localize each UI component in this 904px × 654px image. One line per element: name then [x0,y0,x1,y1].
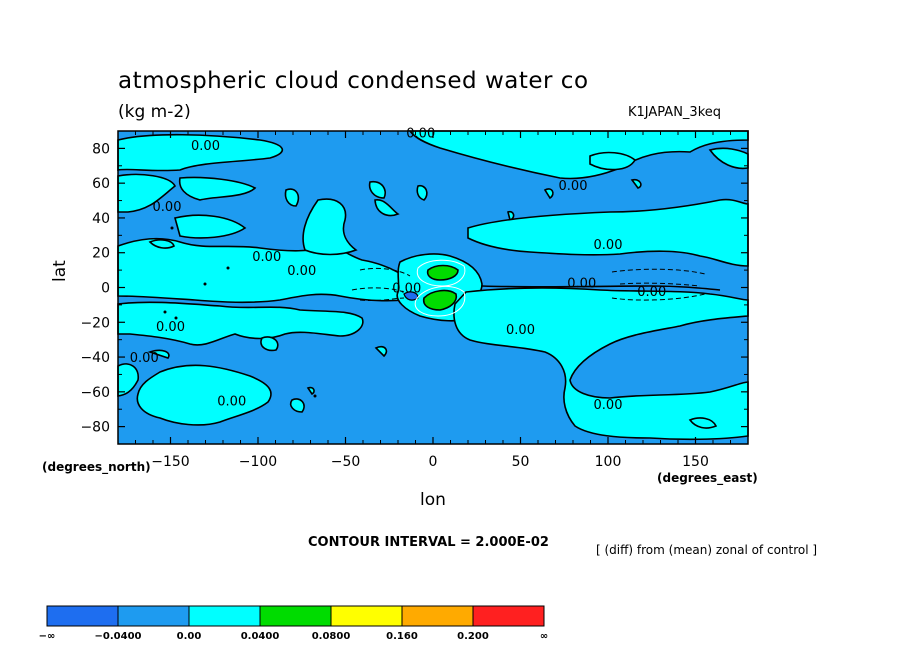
contour-label: 0.00 [406,127,435,142]
x-tick-label: 150 [682,454,709,470]
contour-label: 0.00 [252,250,281,265]
colorbar-swatch [259,605,332,627]
y-tick-label: −80 [80,420,110,436]
contour-interval: CONTOUR INTERVAL = 2.000E-02 [308,535,549,550]
difference-note: [ (diff) from (mean) zonal of control ] [596,543,818,557]
colorbar-label: 0.00 [177,631,202,642]
x-tick-label: 50 [512,454,530,470]
colorbar-label: 0.0400 [241,631,280,642]
colorbar-label: 0.160 [386,631,418,642]
negative-contours [351,267,706,302]
colorbar-swatch [472,605,545,627]
x-axis-label: lon [420,490,446,510]
run-label: K1JAPAN_3keq [628,105,722,120]
x-axis-units: (degrees_east) [657,471,758,485]
y-tick-label: −20 [80,315,110,331]
colorbar-label: 0.200 [457,631,489,642]
y-axis-label: lat [50,260,70,282]
x-axis: −150 −100 −50 0 50 100 150 [135,131,731,470]
y-axis-units: (degrees_north) [42,460,151,474]
green-regions [422,264,459,311]
colorbar-swatch [330,605,403,627]
contour-label: 0.00 [506,323,535,338]
x-tick-label: 100 [595,454,622,470]
y-tick-label: 0 [101,281,110,297]
scatter-blobs [163,226,317,398]
contour-label: 0.00 [191,139,220,154]
colorbar-swatch [188,605,261,627]
contour-label: 0.00 [567,276,596,291]
colorbar-label: ∞ [540,631,548,642]
x-tick-label: −50 [331,454,361,470]
equatorial-contour [481,285,721,291]
contour-label: 0.00 [217,395,246,410]
contour-label: 0.00 [594,238,623,253]
contour-label: 0.00 [392,282,421,297]
y-tick-label: −40 [80,350,110,366]
cyan-regions [117,130,749,441]
y-tick-label: 60 [92,176,110,192]
y-tick-label: 20 [92,246,110,262]
x-tick-label: −150 [151,454,189,470]
y-axis: 80 60 40 20 0 −20 −40 −60 −80 [80,130,748,445]
colorbar-swatch [401,605,474,627]
y-tick-label: 40 [92,211,110,227]
contour-label: 0.00 [130,351,159,366]
contour-label: 0.00 [153,200,182,215]
chart-subtitle: (kg m-2) [118,102,191,122]
y-tick-label: −60 [80,385,110,401]
y-tick-label: 80 [92,141,110,157]
dark-blue-regions [403,291,419,301]
contour-label: 0.00 [287,264,316,279]
colorbar-label: −∞ [39,631,56,642]
colorbar: −∞ −0.0400 0.00 0.0400 0.0800 0.160 0.200 ∞ [39,605,548,642]
contour-label: 0.00 [156,320,185,335]
white-contours [414,259,466,317]
x-tick-label: 0 [429,454,438,470]
contour-label: 0.00 [637,285,666,300]
contour-label: 0.00 [594,398,623,413]
colorbar-swatch [117,605,190,627]
colorbar-swatch [46,605,119,627]
colorbar-label: 0.0800 [312,631,351,642]
x-tick-label: −100 [239,454,277,470]
contour-labels: 0.00 0.00 0.00 0.00 0.00 0.00 0.00 0.00 0.00 0.00… [130,127,666,413]
colorbar-label: −0.0400 [95,631,142,642]
contour-label: 0.00 [559,179,588,194]
chart-title: atmospheric cloud condensed water co [118,68,589,94]
